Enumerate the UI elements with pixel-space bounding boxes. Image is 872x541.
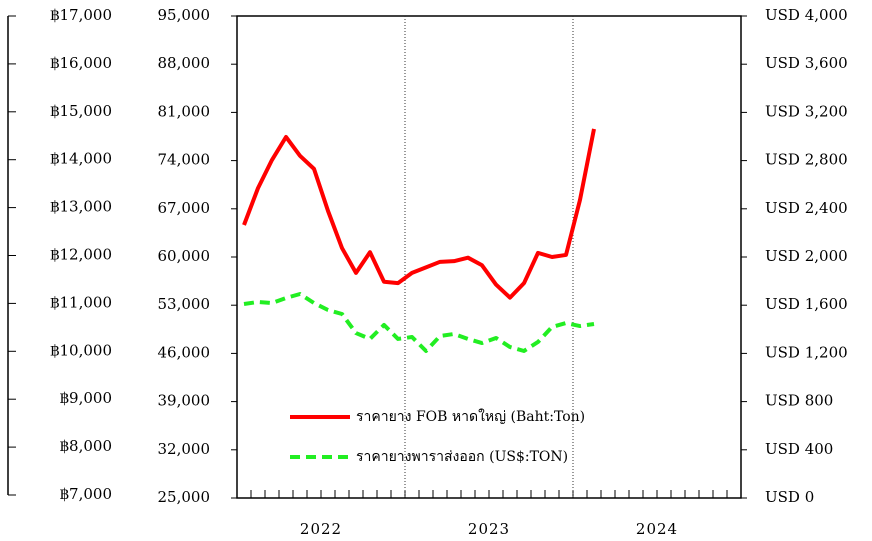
y3-tick-label: ฿13,000 — [50, 198, 112, 216]
y3-tick-label: ฿8,000 — [60, 437, 113, 455]
y2-tick-label: USD 400 — [765, 440, 833, 458]
y-tick-label: 39,000 — [158, 392, 211, 410]
y2-tick-label: USD 3,200 — [765, 102, 848, 120]
y-tick-label: 88,000 — [158, 54, 211, 72]
y3-tick-label: ฿12,000 — [50, 246, 112, 264]
y2-tick-label: USD 800 — [765, 392, 833, 410]
y-tick-label: 74,000 — [158, 151, 211, 169]
series-line — [243, 291, 595, 353]
legend-label: ราคายางพาราส่งออก (US$:TON) — [356, 449, 568, 465]
y-tick-label: 53,000 — [158, 295, 211, 313]
y2-tick-label: USD 2,400 — [765, 199, 848, 217]
y-tick-label: 67,000 — [158, 199, 211, 217]
plot-frame — [236, 15, 742, 499]
y2-tick-label: USD 1,600 — [765, 295, 848, 313]
y-tick-label: 60,000 — [158, 247, 211, 265]
y2-tick-label: USD 0 — [765, 488, 814, 506]
y-tick-label: 32,000 — [158, 440, 211, 458]
y3-tick-label: ฿17,000 — [50, 6, 112, 24]
y3-tick-label: ฿15,000 — [50, 102, 112, 120]
y3-tick-label: ฿16,000 — [50, 54, 112, 72]
y2-tick-label: USD 1,200 — [765, 343, 848, 361]
y2-tick-label: USD 4,000 — [765, 6, 848, 24]
series-line — [242, 128, 596, 300]
x-tick-label: 2022 — [300, 520, 342, 538]
y-tick-label: 25,000 — [158, 488, 211, 506]
y3-tick-label: ฿9,000 — [60, 389, 113, 407]
legend-label: ราคายาง FOB หาดใหญ่ (Baht:Ton) — [356, 408, 585, 425]
x-tick-label: 2024 — [636, 520, 678, 538]
y-tick-label: 46,000 — [158, 343, 211, 361]
x-tick-label: 2023 — [468, 520, 510, 538]
y2-tick-label: USD 2,000 — [765, 247, 848, 265]
y3-tick-label: ฿10,000 — [50, 341, 112, 359]
y-tick-label: 81,000 — [158, 102, 211, 120]
y3-tick-label: ฿11,000 — [50, 293, 112, 311]
y2-tick-label: USD 2,800 — [765, 151, 848, 169]
y3-tick-label: ฿7,000 — [60, 485, 113, 503]
y2-tick-label: USD 3,600 — [765, 54, 848, 72]
y3-tick-label: ฿14,000 — [50, 150, 112, 168]
y-tick-label: 95,000 — [158, 6, 211, 24]
